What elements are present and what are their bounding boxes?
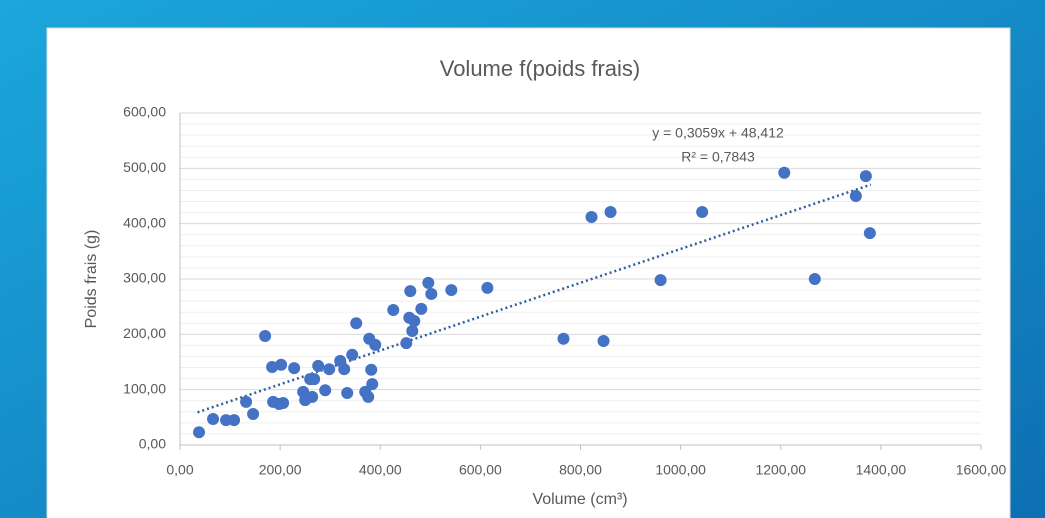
y-tick-label: 100,00	[123, 380, 166, 396]
point	[778, 166, 791, 179]
point	[415, 302, 428, 315]
point	[247, 408, 260, 421]
point	[275, 358, 288, 371]
x-tick-label: 1400,00	[856, 462, 907, 478]
point	[404, 285, 417, 298]
point	[369, 338, 382, 351]
y-tick-label: 500,00	[123, 159, 166, 175]
x-tick-label: 400,00	[359, 462, 402, 478]
point	[654, 274, 667, 287]
point	[557, 332, 570, 345]
point	[308, 373, 321, 386]
point	[400, 337, 413, 350]
y-tick-label: 400,00	[123, 214, 166, 230]
point	[193, 426, 206, 439]
point	[365, 363, 378, 376]
point	[808, 273, 821, 285]
point	[350, 317, 363, 330]
point	[849, 190, 862, 202]
point	[422, 276, 435, 289]
point	[207, 412, 220, 425]
point	[604, 206, 617, 219]
point	[425, 287, 438, 300]
chart-panel	[46, 27, 1011, 518]
point	[481, 281, 494, 294]
point	[228, 414, 241, 427]
y-tick-label: 0,00	[139, 436, 166, 452]
trendline-equation: y = 0,3059x + 48,412	[652, 125, 784, 141]
point	[406, 325, 419, 338]
x-tick-label: 800,00	[559, 462, 602, 478]
point	[306, 390, 319, 403]
point	[266, 360, 279, 373]
point	[259, 329, 272, 342]
point	[338, 363, 351, 376]
point	[597, 334, 610, 347]
point	[312, 359, 325, 372]
x-tick-label: 1600,00	[956, 462, 1007, 478]
point	[341, 386, 354, 399]
point	[240, 395, 253, 408]
x-tick-label: 1200,00	[755, 462, 806, 478]
y-tick-label: 600,00	[123, 104, 166, 120]
point	[408, 315, 421, 328]
y-tick-label: 200,00	[123, 325, 166, 341]
point	[288, 362, 301, 375]
point	[445, 284, 458, 297]
point	[366, 378, 379, 391]
trendline-r2: R² = 0,7843	[681, 149, 755, 165]
point	[859, 170, 872, 183]
x-tick-label: 600,00	[459, 462, 502, 478]
point	[346, 348, 359, 361]
point	[696, 206, 709, 219]
point	[362, 390, 375, 403]
point	[277, 396, 290, 409]
trendline	[197, 183, 872, 414]
y-tick-label: 300,00	[123, 270, 166, 286]
point	[863, 227, 876, 240]
y-axis-title: Poids frais (g)	[83, 230, 100, 329]
x-tick-label: 0,00	[166, 462, 193, 478]
x-tick-label: 200,00	[259, 462, 302, 478]
x-axis-title: Volume (cm³)	[532, 491, 627, 508]
point	[585, 211, 598, 224]
x-tick-label: 1000,00	[655, 462, 706, 478]
point	[387, 303, 400, 316]
point	[323, 363, 336, 376]
chart-title: Volume f(poids frais)	[440, 56, 641, 81]
point	[319, 384, 332, 397]
